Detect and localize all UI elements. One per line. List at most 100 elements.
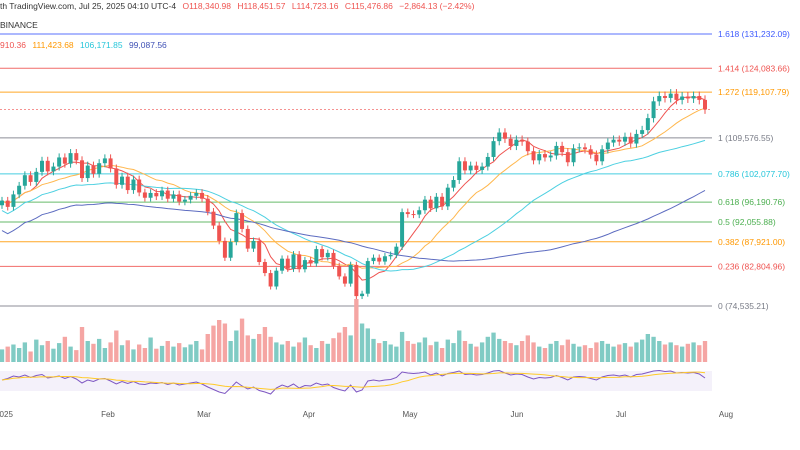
candle-body (222, 240, 227, 258)
candle-body (417, 210, 422, 215)
volume-bar (519, 341, 525, 362)
volume-bar (622, 343, 628, 362)
candle-body (177, 194, 182, 202)
volume-bar (136, 344, 142, 362)
candle-body (388, 254, 393, 257)
candle-body (468, 165, 473, 171)
volume-bar (514, 345, 519, 362)
candle-body (702, 99, 708, 110)
volume-bar (22, 342, 28, 362)
candle-body (691, 96, 696, 99)
volume-bar (434, 341, 439, 362)
candle-body (360, 293, 365, 297)
volume-bar (417, 342, 422, 362)
fib-label-0.786: 0.786 (102,077.70) (718, 169, 790, 179)
volume-bar (102, 348, 108, 362)
volume-bar (685, 343, 691, 362)
candle-body (451, 179, 456, 188)
volume-bar (5, 346, 10, 362)
candle-body (51, 166, 56, 172)
candle-body (325, 252, 330, 258)
volume-bar (451, 343, 456, 362)
volume-bar (605, 343, 611, 362)
volume-bar (177, 343, 182, 362)
volume-bar (239, 318, 245, 362)
x-tick-label: Jul (616, 410, 626, 419)
volume-bar (422, 337, 428, 362)
volume-bar (194, 341, 199, 362)
volume-bar (405, 341, 410, 362)
candle-body (548, 155, 553, 158)
volume-bar (268, 336, 273, 362)
candle-body (377, 257, 382, 262)
candle-body (342, 276, 347, 284)
volume-bar (531, 342, 536, 362)
fib-label-1.414: 1.414 (124,083.66) (718, 63, 790, 73)
candle-body (560, 145, 565, 153)
volume-bar (85, 341, 90, 362)
volume-bar (51, 348, 56, 362)
candle-body (40, 160, 45, 172)
volume-bar (348, 335, 353, 362)
volume-bar (354, 299, 359, 362)
volume-bar (394, 346, 399, 362)
ma-line-orange (1, 107, 706, 269)
candle-body (514, 139, 519, 146)
volume-bar (594, 342, 599, 362)
volume-bar (217, 320, 222, 362)
candle-body (211, 211, 216, 226)
ma-line-red (1, 96, 706, 281)
volume-bar (108, 342, 113, 362)
volume-bar (211, 325, 216, 362)
volume-bar (468, 343, 473, 362)
x-tick-label: Jun (511, 410, 524, 419)
candle-body (80, 160, 85, 179)
volume-bar (462, 341, 468, 362)
ma-value-orange: 111,423.68 (32, 40, 74, 50)
candle-body (628, 136, 633, 144)
candle-body (160, 190, 165, 197)
volume-bar (697, 345, 702, 362)
candle-body (520, 139, 525, 142)
candle-body (600, 149, 605, 162)
fib-label-1: 1 (109,576.55) (718, 133, 773, 143)
volume-bar (314, 348, 319, 362)
volume-bar (702, 341, 708, 362)
volume-bar (222, 323, 228, 362)
ma-value-red: 910.36 (0, 40, 26, 50)
candle-body (485, 156, 490, 167)
volume-bar (577, 346, 582, 362)
candle-body (280, 258, 285, 271)
candle-body (285, 258, 290, 269)
candle-body (331, 252, 336, 266)
volume-bar (228, 341, 233, 362)
candle-body (474, 165, 479, 170)
volume-bar (119, 345, 125, 362)
candle-body (491, 141, 496, 157)
candle-body (85, 165, 90, 179)
candle-body (245, 228, 250, 249)
source-label: th TradingView.com, Jul 25, 2025 04:10 U… (0, 1, 177, 11)
volume-bar (142, 348, 148, 362)
volume-bar (399, 331, 405, 362)
candle-body (142, 192, 147, 198)
volume-bar (365, 328, 370, 362)
candle-body (22, 175, 27, 186)
volume-bar (582, 345, 588, 362)
volume-bar (74, 350, 79, 362)
volume-bar (382, 341, 388, 362)
candle-body (497, 132, 502, 142)
volume-bar (337, 332, 342, 362)
volume-bar (634, 342, 639, 362)
candle-body (251, 240, 256, 249)
volume-bar (188, 344, 193, 362)
volume-bar (668, 342, 673, 362)
candle-body (11, 194, 16, 207)
volume-bar (485, 336, 490, 362)
x-tick-label: Feb (101, 410, 115, 419)
volume-bar (96, 338, 102, 362)
candle-body (422, 199, 427, 211)
open-value: O118,340.98 (182, 1, 231, 11)
change-value: −2,864.13 (−2.42%) (399, 1, 475, 11)
